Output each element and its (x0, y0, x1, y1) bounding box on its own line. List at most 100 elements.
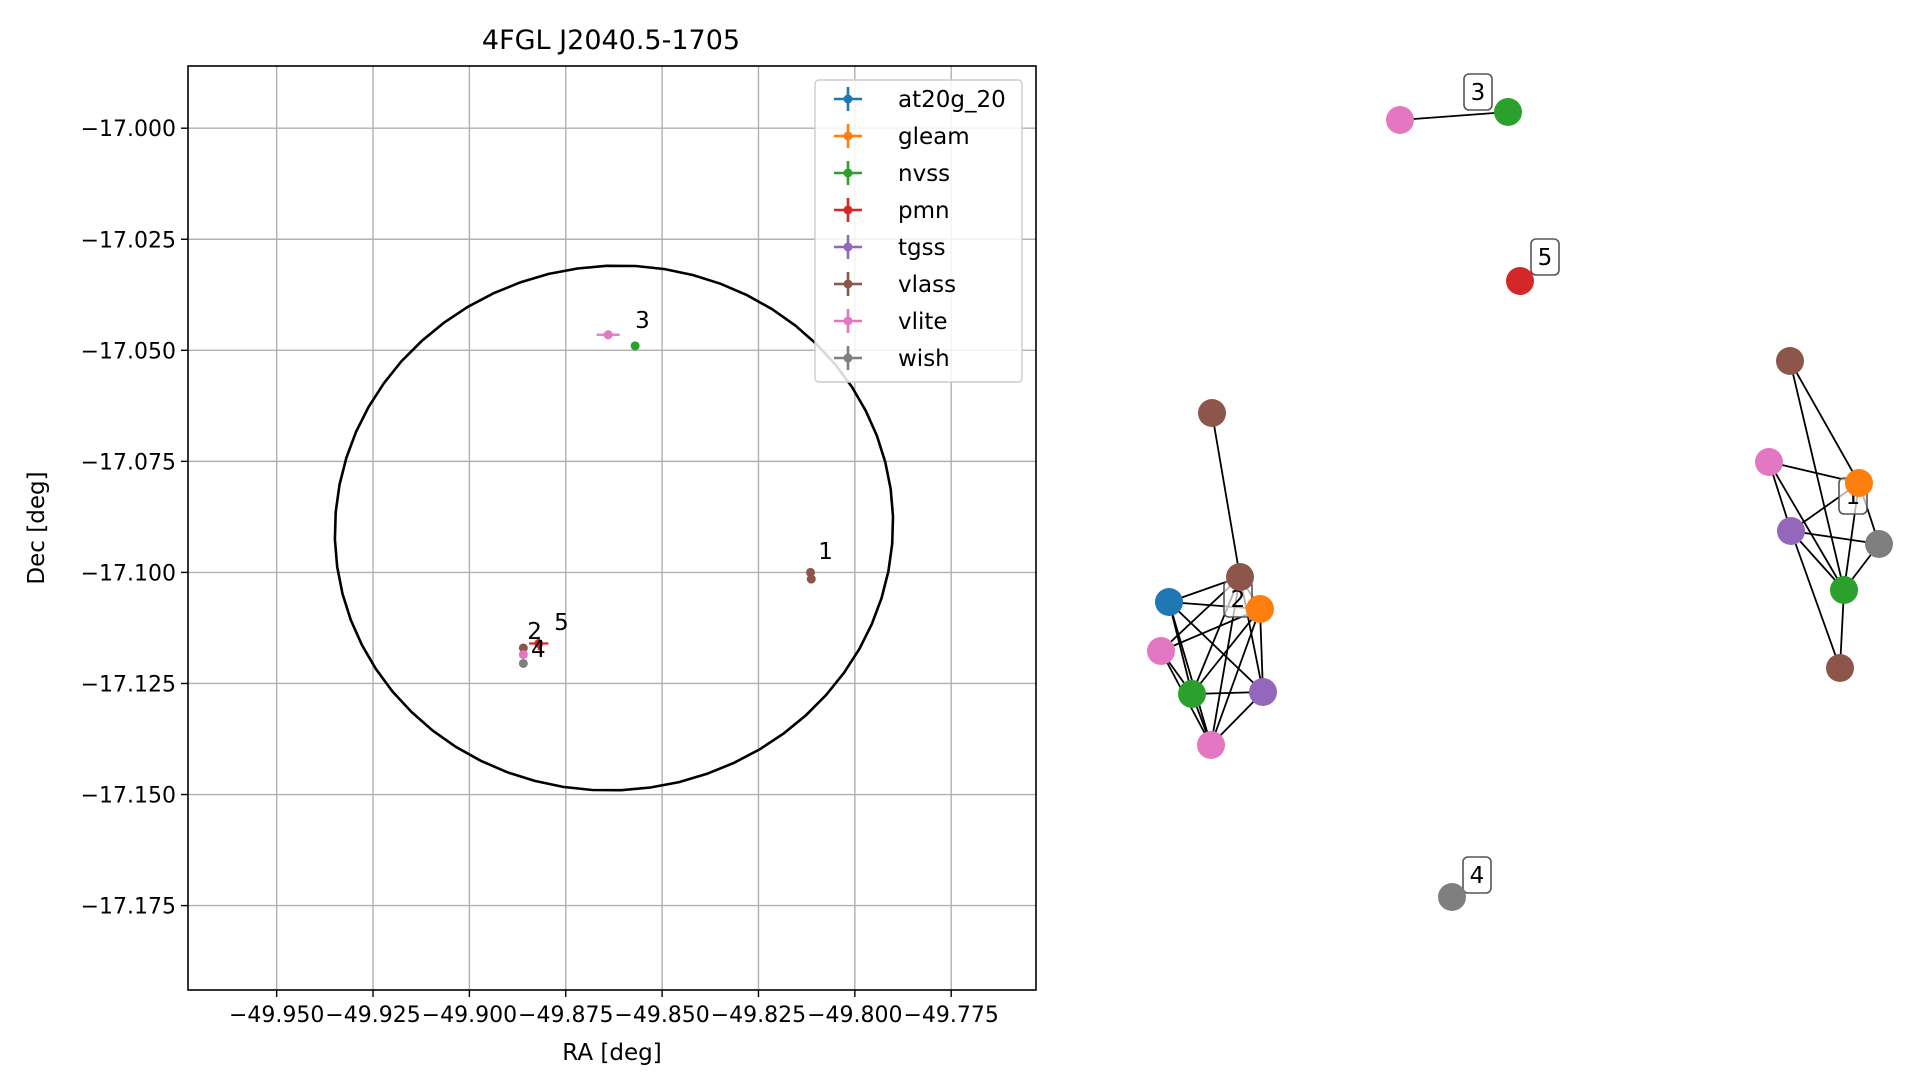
graph-node-gleam (1845, 469, 1873, 497)
graph-nodes (1147, 98, 1893, 911)
graph-node-pmn (1506, 267, 1534, 295)
point-marker (518, 658, 528, 668)
y-tick-label: −17.050 (81, 339, 176, 364)
legend-item-tgss: tgss (834, 235, 946, 261)
graph-label-text: 5 (1538, 245, 1553, 271)
point-marker (518, 643, 528, 653)
annotation-label: 3 (635, 308, 650, 334)
data-point-wish (518, 658, 528, 668)
annotation-label: 4 (531, 637, 546, 663)
graph-cluster-label: 3 (1463, 73, 1493, 111)
legend-item-vlass: vlass (834, 272, 956, 298)
point-marker (806, 574, 816, 584)
scatter-panel: 4FGL J2040.5-1705 1 2 54 3 −49.950 −49.925 −4… (24, 25, 1037, 1066)
point-marker (806, 567, 816, 577)
graph-node-nvss (1830, 576, 1858, 604)
graph-node-nvss (1494, 98, 1522, 126)
legend-label: at20g_20 (898, 87, 1006, 113)
legend-item-vlite: vlite (834, 309, 948, 335)
data-point-nvss (630, 341, 640, 351)
graph-label-box (1463, 73, 1493, 111)
legend-item-wish: wish (834, 346, 950, 372)
y-tick-label: −17.100 (81, 561, 176, 586)
x-tick-label: −49.850 (614, 1003, 709, 1028)
x-tick-label: −49.825 (711, 1003, 806, 1028)
graph-node-wish (1865, 530, 1893, 558)
x-tick-label: −49.800 (807, 1003, 902, 1028)
annotation-label: 2 (527, 619, 542, 645)
graph-node-vlite (1386, 106, 1414, 134)
graph-edge (1399, 111, 1509, 121)
annotation-label: 1 (818, 539, 833, 565)
y-axis-ticks: −17.000 −17.025 −17.050 −17.075 −17.100 −17.1… (81, 117, 188, 920)
graph-node-at20g_20 (1155, 588, 1183, 616)
graph-edge (1168, 601, 1212, 746)
graph-label-box (1530, 238, 1560, 276)
legend-label: tgss (898, 235, 946, 261)
legend-marker-dot (843, 242, 853, 252)
graph-edge (1790, 530, 1880, 545)
graph-node-vlass (1776, 347, 1804, 375)
graph-edge (1790, 530, 1841, 669)
legend-label: nvss (898, 161, 950, 187)
data-point-vlass (806, 574, 816, 584)
legend-item-at20g_20: at20g_20 (834, 87, 1006, 113)
legend-item-gleam: gleam (834, 124, 970, 150)
point-marker (534, 639, 544, 648)
graph-node-tgss (1249, 678, 1277, 706)
legend-marker-dot (843, 131, 853, 141)
legend-label: wish (898, 346, 950, 372)
point-marker (603, 330, 613, 340)
chart-title: 4FGL J2040.5-1705 (482, 25, 740, 56)
grid-lines (188, 66, 1036, 990)
graph-node-vlass (1198, 399, 1226, 427)
graph-label-text: 2 (1231, 587, 1246, 613)
graph-node-nvss (1178, 680, 1206, 708)
graph-node-vlass (1826, 654, 1854, 682)
data-point-vlass (518, 643, 528, 653)
legend-marker-dot (843, 168, 853, 178)
error-ellipse (333, 264, 895, 792)
y-tick-label: −17.175 (81, 895, 176, 920)
x-tick-label: −49.900 (422, 1003, 517, 1028)
y-axis-label: Dec [deg] (24, 471, 50, 584)
graph-node-vlite (1197, 731, 1225, 759)
graph-node-vlite (1147, 637, 1175, 665)
point-marker (518, 650, 528, 660)
graph-edge (1789, 360, 1845, 591)
legend-box (814, 79, 1023, 383)
graph-edge (1789, 360, 1860, 484)
plot-frame (187, 65, 1037, 991)
graph-node-vlass (1226, 563, 1254, 591)
graph-cluster-label: 4 (1462, 856, 1492, 894)
legend-label: gleam (898, 124, 970, 150)
data-point-vlite (596, 330, 620, 340)
graph-edge (1211, 412, 1241, 578)
y-tick-label: −17.000 (81, 117, 176, 142)
y-tick-label: −17.125 (81, 672, 176, 697)
x-tick-label: −49.775 (903, 1003, 998, 1028)
graph-label-text: 3 (1471, 80, 1486, 106)
y-tick-label: −17.025 (81, 228, 176, 253)
point-marker (630, 341, 640, 351)
error-ellipse-outline (333, 264, 895, 792)
x-axis-ticks: −49.950 −49.925 −49.900 −49.875 −49.850 −49.8… (229, 990, 999, 1028)
graph-node-vlite (1755, 448, 1783, 476)
legend-marker-dot (843, 94, 853, 104)
graph-node-tgss (1777, 517, 1805, 545)
legend-item-nvss: nvss (834, 161, 950, 187)
graph-node-wish (1438, 883, 1466, 911)
graph-label-text: 4 (1470, 863, 1485, 889)
annotation-label: 5 (554, 610, 569, 636)
legend-label: vlite (898, 309, 948, 335)
x-tick-label: −49.925 (325, 1003, 420, 1028)
data-points (518, 330, 816, 668)
legend-marker-dot (843, 205, 853, 215)
data-point-pmn (529, 636, 549, 651)
x-tick-label: −49.875 (518, 1003, 613, 1028)
graph-edge (1168, 601, 1264, 693)
legend-marker-dot (843, 353, 853, 363)
